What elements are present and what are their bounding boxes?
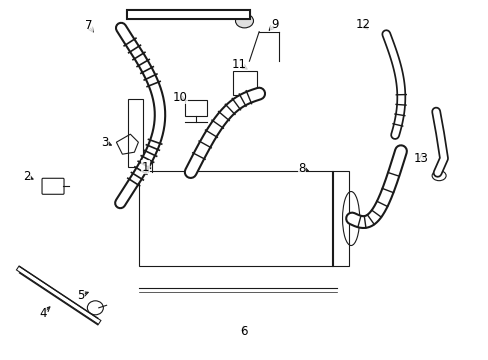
Text: 12: 12 xyxy=(355,18,369,31)
Text: 7: 7 xyxy=(85,19,93,32)
Ellipse shape xyxy=(235,14,253,28)
Bar xyxy=(331,171,348,266)
Text: 9: 9 xyxy=(270,18,278,31)
Bar xyxy=(128,99,142,167)
Text: 11: 11 xyxy=(232,58,246,71)
Text: 1: 1 xyxy=(142,161,149,174)
Bar xyxy=(232,71,256,95)
Bar xyxy=(139,171,332,266)
Text: 10: 10 xyxy=(172,91,187,104)
Text: 5: 5 xyxy=(77,289,84,302)
Text: 13: 13 xyxy=(413,152,428,165)
Text: 4: 4 xyxy=(39,307,47,320)
Text: 6: 6 xyxy=(239,325,247,338)
Text: 8: 8 xyxy=(298,162,305,175)
Bar xyxy=(184,100,206,116)
Text: 2: 2 xyxy=(23,170,31,183)
Text: 3: 3 xyxy=(101,136,109,149)
